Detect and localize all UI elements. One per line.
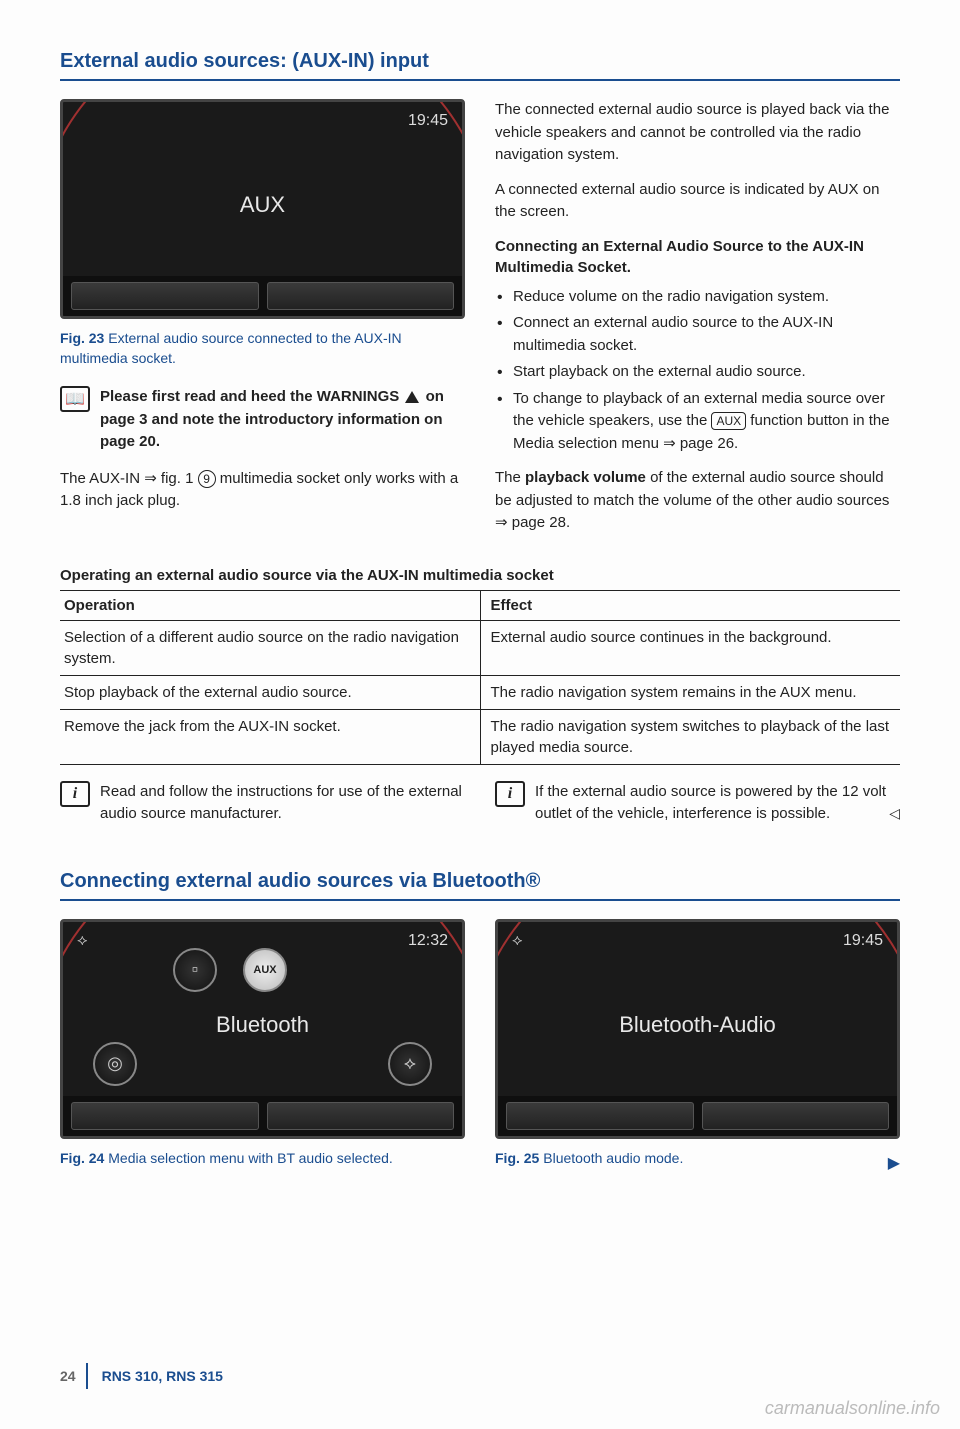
section1-right-col: The connected external audio source is p… bbox=[495, 99, 900, 547]
section1-columns: 19:45 AUX Fig. 23 External audio source … bbox=[60, 99, 900, 547]
fig25-col: ⟡ 19:45 Bluetooth-Audio Fig. 25 Bluetoot… bbox=[495, 919, 900, 1175]
fig25-screen: ⟡ 19:45 Bluetooth-Audio bbox=[495, 919, 900, 1139]
screen-softkey bbox=[71, 1102, 259, 1130]
bt-ring-icon: ⟡ bbox=[388, 1042, 432, 1086]
fig23-screen: 19:45 AUX bbox=[60, 99, 465, 319]
list-item: Connect an external audio source to the … bbox=[495, 312, 900, 357]
playback-volume-para: The playback volume of the external audi… bbox=[495, 467, 900, 535]
col-effect-header: Effect bbox=[480, 590, 900, 620]
model-label: RNS 310, RNS 315 bbox=[102, 1368, 223, 1384]
cd-icon: ◎ bbox=[93, 1042, 137, 1086]
watermark: carmanualsonline.info bbox=[765, 1398, 940, 1419]
page-number: 24 bbox=[60, 1368, 76, 1384]
fig24-caption-prefix: Fig. 24 bbox=[60, 1150, 104, 1166]
info-right: If the external audio source is powered … bbox=[495, 781, 900, 840]
warning-text: Please first read and heed the WARNINGS … bbox=[100, 386, 465, 454]
connect-steps-list: Reduce volume on the radio navigation sy… bbox=[495, 286, 900, 456]
operation-table: Operation Effect Selection of a differen… bbox=[60, 590, 900, 765]
fig25-caption: Fig. 25 Bluetooth audio mode. ▶ bbox=[495, 1149, 900, 1169]
fig24-caption: Fig. 24 Media selection menu with BT aud… bbox=[60, 1149, 465, 1169]
fig25-caption-prefix: Fig. 25 bbox=[495, 1150, 539, 1166]
info-left: Read and follow the instructions for use… bbox=[60, 781, 465, 840]
fig23-time: 19:45 bbox=[408, 112, 448, 130]
fig24-screen: ⟡ 12:32 ▫ AUX ◎ ⟡ Bluetooth bbox=[60, 919, 465, 1139]
fig24-col: ⟡ 12:32 ▫ AUX ◎ ⟡ Bluetooth Fig. 24 Medi… bbox=[60, 919, 465, 1175]
info-notes-row: Read and follow the instructions for use… bbox=[60, 781, 900, 840]
info-icon bbox=[60, 781, 90, 807]
manual-page: External audio sources: (AUX-IN) input 1… bbox=[0, 0, 960, 1429]
list-item: Reduce volume on the radio navigation sy… bbox=[495, 286, 900, 309]
section2-columns: ⟡ 12:32 ▫ AUX ◎ ⟡ Bluetooth Fig. 24 Medi… bbox=[60, 919, 900, 1175]
right-para-2: A connected external audio source is ind… bbox=[495, 179, 900, 224]
circled-number: 9 bbox=[198, 470, 216, 488]
table-row: Stop playback of the external audio sour… bbox=[60, 675, 900, 709]
screen-softkey bbox=[267, 1102, 455, 1130]
info-icon bbox=[495, 781, 525, 807]
warning-triangle-icon bbox=[405, 391, 419, 403]
list-item: To change to playback of an external med… bbox=[495, 388, 900, 456]
table-row: Remove the jack from the AUX-IN socket. … bbox=[60, 709, 900, 764]
aux-keycap: AUX bbox=[711, 412, 746, 430]
right-para-1: The connected external audio source is p… bbox=[495, 99, 900, 167]
fig25-time: 19:45 bbox=[843, 932, 883, 950]
sd-card-icon: ▫ bbox=[173, 948, 217, 992]
screen-softkey bbox=[702, 1102, 890, 1130]
section1-heading: External audio sources: (AUX-IN) input bbox=[60, 50, 900, 81]
screen-softkey bbox=[506, 1102, 694, 1130]
section1-left-col: 19:45 AUX Fig. 23 External audio source … bbox=[60, 99, 465, 547]
info-left-text: Read and follow the instructions for use… bbox=[100, 781, 465, 826]
fig24-time: 12:32 bbox=[408, 932, 448, 950]
fig25-center-label: Bluetooth-Audio bbox=[498, 1012, 897, 1038]
fig23-caption-prefix: Fig. 23 bbox=[60, 330, 104, 346]
right-subhead: Connecting an External Audio Source to t… bbox=[495, 236, 900, 278]
screen-softkey bbox=[71, 282, 259, 310]
book-icon bbox=[60, 386, 90, 412]
fig24-center-label: Bluetooth bbox=[63, 1012, 462, 1038]
list-item: Start playback on the external audio sou… bbox=[495, 361, 900, 384]
screen-softkey bbox=[267, 282, 455, 310]
bluetooth-icon: ⟡ bbox=[77, 932, 88, 950]
fig23-caption: Fig. 23 External audio source connected … bbox=[60, 329, 465, 368]
fig23-center-label: AUX bbox=[63, 192, 462, 218]
fig23-bottom-bar bbox=[63, 276, 462, 316]
bluetooth-icon: ⟡ bbox=[512, 932, 523, 950]
aux-ring-icon: AUX bbox=[243, 948, 287, 992]
col-operation-header: Operation bbox=[60, 590, 480, 620]
section2-heading: Connecting external audio sources via Bl… bbox=[60, 870, 900, 901]
aux-in-paragraph: The AUX-IN ⇒ fig. 1 9 multimedia socket … bbox=[60, 468, 465, 513]
continue-arrow-icon: ▶ bbox=[888, 1153, 900, 1175]
section-end-marker: ◁ bbox=[889, 803, 900, 824]
operation-table-heading: Operating an external audio source via t… bbox=[60, 567, 900, 584]
info-right-text: If the external audio source is powered … bbox=[535, 781, 900, 826]
page-footer: 24 RNS 310, RNS 315 bbox=[60, 1363, 900, 1389]
warning-note: Please first read and heed the WARNINGS … bbox=[60, 386, 465, 454]
footer-separator bbox=[86, 1363, 88, 1389]
fig25-bottom-bar bbox=[498, 1096, 897, 1136]
fig24-bottom-bar bbox=[63, 1096, 462, 1136]
table-row: Selection of a different audio source on… bbox=[60, 620, 900, 675]
